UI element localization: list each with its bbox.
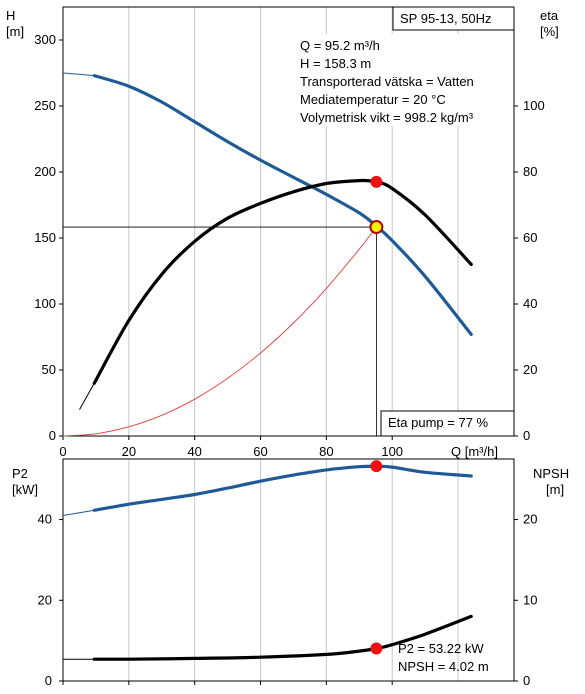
top-right-y-ticks: 0 20 40 60 80 100 bbox=[514, 98, 545, 443]
bottom-right-tick-label: 20 bbox=[523, 512, 537, 527]
p2-curve-extrapolated bbox=[62, 509, 95, 516]
top-right-tick-label: 60 bbox=[523, 230, 537, 245]
head-duty-point bbox=[369, 220, 384, 235]
top-right-axis-label-unit: [%] bbox=[540, 24, 559, 39]
bottom-left-tick-label: 40 bbox=[38, 512, 52, 527]
efficiency-curve-extrapolated bbox=[79, 382, 95, 410]
system-curve bbox=[62, 226, 377, 437]
bottom-series bbox=[62, 464, 473, 661]
npsh-duty-point bbox=[370, 642, 383, 655]
head-curve-extrapolated bbox=[62, 72, 95, 77]
top-right-tick-label: 100 bbox=[523, 98, 545, 113]
bottom-right-y-ticks: 0 10 20 bbox=[62, 512, 537, 688]
top-x-tick-label: 80 bbox=[319, 444, 333, 459]
bottom-left-axis-label-name: P2 bbox=[12, 466, 28, 481]
bottom-right-tick-label: 0 bbox=[523, 673, 530, 688]
top-right-tick-label: 20 bbox=[523, 362, 537, 377]
bottom-markers bbox=[370, 460, 383, 655]
info-line-head: H = 158.3 m bbox=[300, 56, 371, 71]
p2-curve bbox=[92, 464, 473, 512]
bottom-left-tick-label: 0 bbox=[45, 673, 52, 688]
top-left-tick-label: 0 bbox=[49, 428, 56, 443]
top-left-tick-label: 50 bbox=[42, 362, 56, 377]
chart-title-box bbox=[392, 6, 515, 31]
info-line-temperature: Mediatemperatur = 20 °C bbox=[300, 92, 446, 107]
p2-value-label: P2 = 53.22 kW bbox=[398, 641, 484, 656]
info-line-density: Volymetrisk vikt = 998.2 kg/m³ bbox=[300, 110, 474, 125]
top-x-ticks: 0 20 40 60 80 100 Q [m³/h] bbox=[59, 436, 498, 459]
bottom-left-y-ticks: 0 20 40 bbox=[38, 512, 63, 688]
top-markers bbox=[369, 175, 384, 235]
bottom-left-axis-label-unit: [kW] bbox=[12, 482, 38, 497]
top-x-tick-label: 100 bbox=[381, 444, 403, 459]
top-left-tick-label: 300 bbox=[34, 32, 56, 47]
top-x-tick-label: 60 bbox=[253, 444, 267, 459]
x-axis-label-q: Q [m³/h] bbox=[451, 444, 498, 459]
top-x-tick-label: 20 bbox=[122, 444, 136, 459]
top-left-tick-label: 100 bbox=[34, 296, 56, 311]
head-curve bbox=[92, 74, 473, 336]
duty-info-background bbox=[294, 34, 510, 126]
top-right-tick-label: 40 bbox=[523, 296, 537, 311]
bottom-right-tick-label: 10 bbox=[523, 592, 537, 607]
top-left-tick-label: 200 bbox=[34, 164, 56, 179]
chart-title: SP 95-13, 50Hz bbox=[400, 11, 492, 26]
top-left-axis-label-name: H bbox=[6, 8, 15, 23]
chart-power-npsh: P2 [kW] NPSH [m] 0 20 40 0 10 20 P2 = 53.22 … bbox=[12, 458, 569, 688]
bottom-plot-frame bbox=[62, 458, 515, 682]
top-left-axis-label-unit: [m] bbox=[6, 24, 24, 39]
eta-label-box bbox=[380, 410, 515, 437]
info-line-flow: Q = 95.2 m³/h bbox=[300, 38, 380, 53]
top-x-tick-label: 40 bbox=[187, 444, 201, 459]
top-left-tick-label: 250 bbox=[34, 98, 56, 113]
top-plot-frame bbox=[62, 6, 515, 437]
npsh-value-label: NPSH = 4.02 m bbox=[398, 659, 489, 674]
top-series bbox=[62, 72, 473, 437]
duty-info-box: Q = 95.2 m³/h H = 158.3 m Transporterad … bbox=[294, 34, 510, 126]
top-x-tick-label: 0 bbox=[59, 444, 66, 459]
top-right-tick-label: 80 bbox=[523, 164, 537, 179]
top-right-axis-label-name: eta bbox=[540, 8, 559, 23]
top-left-tick-label: 150 bbox=[34, 230, 56, 245]
info-line-liquid: Transporterad vätska = Vatten bbox=[300, 74, 474, 89]
bottom-left-tick-label: 20 bbox=[38, 592, 52, 607]
top-right-tick-label: 0 bbox=[523, 428, 530, 443]
bottom-right-axis-label-unit: [m] bbox=[546, 482, 564, 497]
p2-duty-point bbox=[370, 460, 383, 473]
eta-pump-label: Eta pump = 77 % bbox=[388, 415, 489, 430]
npsh-curve bbox=[92, 614, 473, 661]
efficiency-duty-point bbox=[370, 175, 383, 188]
efficiency-curve bbox=[92, 178, 473, 385]
top-left-y-ticks: 0 50 100 150 200 250 300 bbox=[34, 32, 63, 443]
bottom-right-axis-label-name: NPSH bbox=[533, 466, 569, 481]
